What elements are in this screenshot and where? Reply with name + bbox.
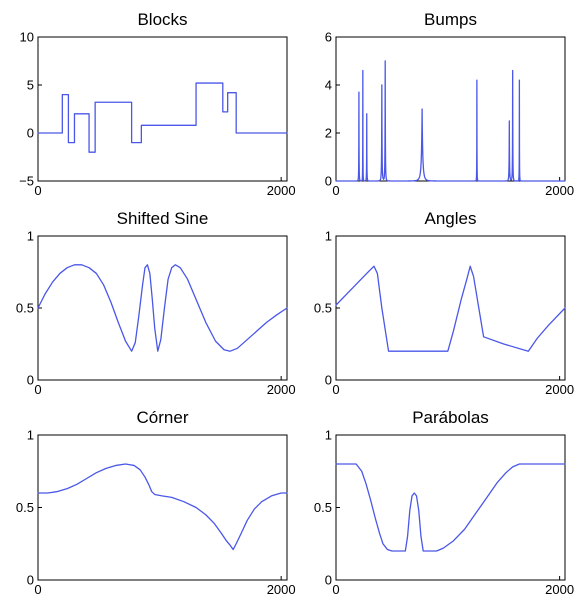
parabolas-ytick-label: 0 (325, 573, 332, 588)
parabolas-axes-box (335, 434, 566, 581)
shifted-sine-xtick-label: 0 (34, 382, 41, 397)
bumps-axes-box (335, 36, 566, 182)
parabolas-ytick-label: 1 (325, 428, 332, 443)
shifted-sine-axes-box (37, 235, 288, 381)
shifted-sine-xtick-label: 2000 (267, 382, 296, 397)
bumps-ytick-label: 0 (325, 174, 332, 189)
angles-ytick-label: 0 (325, 373, 332, 388)
corner-ytick-label: 0 (27, 573, 34, 588)
corner-xtick-label: 0 (34, 582, 41, 597)
bumps-title: Bumps (424, 10, 477, 29)
shifted-sine-ytick-label: 1 (27, 229, 34, 244)
angles-xtick-label: 2000 (545, 382, 574, 397)
panel-bumps: Bumps 0 2 4 6 0 2000 (325, 10, 574, 198)
bumps-xtick-label: 0 (332, 183, 339, 198)
shifted-sine-series-line (37, 264, 288, 352)
bumps-xtick-label: 2000 (545, 183, 574, 198)
angles-series-line (335, 265, 566, 352)
corner-axes-box (37, 434, 288, 581)
blocks-ytick-label: 5 (27, 78, 34, 93)
blocks-ytick-label: −5 (19, 174, 34, 189)
panel-corner: Córner 0 0.5 1 0 2000 (16, 408, 296, 597)
angles-ytick-label: 0.5 (314, 301, 332, 316)
bumps-series-line (335, 60, 566, 182)
corner-ytick-label: 0.5 (16, 500, 34, 515)
corner-ytick-label: 1 (27, 428, 34, 443)
parabolas-ytick-label: 0.5 (314, 500, 332, 515)
angles-xtick-label: 0 (332, 382, 339, 397)
blocks-ytick-label: 10 (20, 30, 34, 45)
blocks-axes-box (37, 36, 288, 182)
bumps-ytick-label: 2 (325, 126, 332, 141)
corner-title: Córner (137, 408, 189, 427)
corner-xtick-label: 2000 (267, 582, 296, 597)
bumps-ytick-label: 6 (325, 30, 332, 45)
bumps-ytick-label: 4 (325, 78, 332, 93)
parabolas-xtick-label: 0 (332, 582, 339, 597)
panel-parabolas: Parábolas 0 0.5 1 0 2000 (314, 408, 574, 597)
corner-series-line (37, 463, 288, 551)
parabolas-xtick-label: 2000 (545, 582, 574, 597)
angles-title: Angles (425, 209, 477, 228)
blocks-ytick-label: 0 (27, 126, 34, 141)
shifted-sine-title: Shifted Sine (117, 209, 209, 228)
angles-axes-box (335, 235, 566, 381)
angles-ytick-label: 1 (325, 229, 332, 244)
parabolas-series-line (335, 463, 566, 552)
blocks-xtick-label: 2000 (267, 183, 296, 198)
panel-angles: Angles 0 0.5 1 0 2000 (314, 209, 574, 397)
blocks-xtick-label: 0 (34, 183, 41, 198)
shifted-sine-ytick-label: 0 (27, 373, 34, 388)
blocks-series-line (37, 82, 288, 153)
parabolas-title: Parábolas (412, 408, 489, 427)
shifted-sine-ytick-label: 0.5 (16, 301, 34, 316)
panel-shifted-sine: Shifted Sine 0 0.5 1 0 2000 (16, 209, 296, 397)
blocks-title: Blocks (137, 10, 187, 29)
